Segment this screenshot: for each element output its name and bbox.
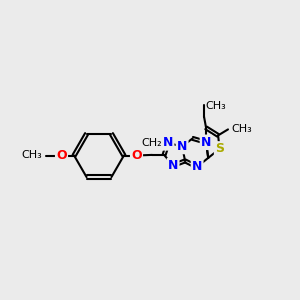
Text: N: N: [163, 136, 173, 149]
Text: O: O: [131, 149, 142, 162]
Text: N: N: [168, 159, 178, 172]
Text: N: N: [177, 140, 187, 153]
Text: O: O: [56, 149, 67, 162]
Text: CH₂: CH₂: [142, 138, 162, 148]
Text: CH₃: CH₃: [232, 124, 252, 134]
Text: S: S: [215, 142, 224, 155]
Text: CH₃: CH₃: [22, 151, 42, 160]
Text: N: N: [192, 160, 202, 173]
Text: CH₃: CH₃: [206, 101, 226, 111]
Text: N: N: [201, 136, 211, 149]
